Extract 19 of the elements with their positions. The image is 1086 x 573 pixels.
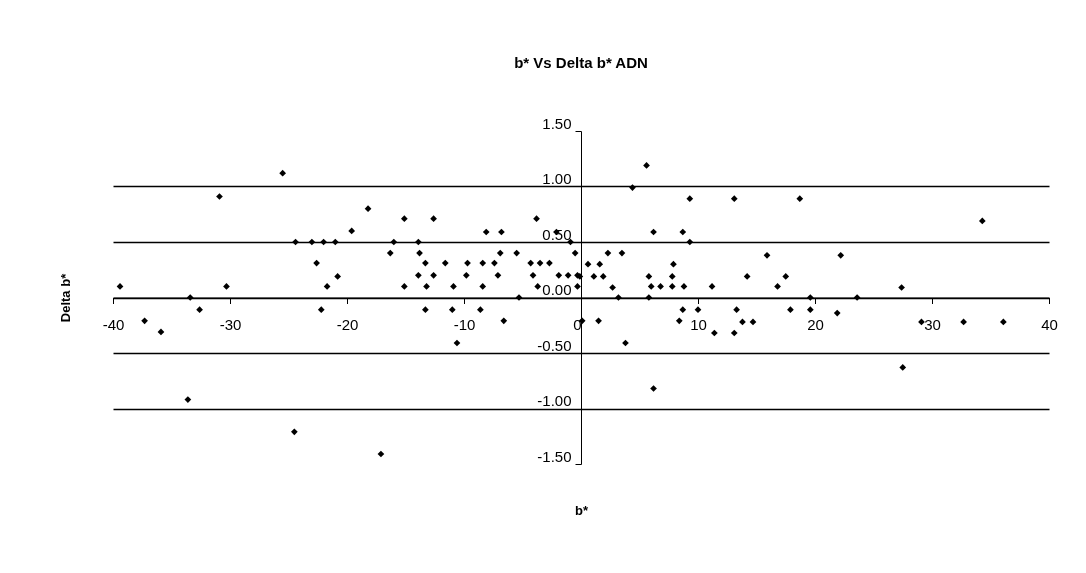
y-axis-title: Delta b* [57, 272, 73, 323]
x-tick-label: -10 [453, 316, 476, 333]
x-tick-label: -40 [102, 316, 125, 333]
y-tick-label: 1.00 [542, 170, 572, 187]
y-tick-label: 0.00 [542, 281, 572, 298]
y-tick-label: 1.50 [542, 114, 572, 132]
y-tick-label: 0.50 [542, 225, 572, 243]
y-tick-label: -1.50 [537, 447, 572, 465]
x-tick-label: 20 [807, 316, 824, 333]
x-tick-label: -20 [336, 316, 359, 333]
x-tick-label: 10 [690, 316, 707, 333]
y-tick-label: -0.50 [537, 336, 572, 354]
chart-title: b* Vs Delta b* ADN [514, 54, 648, 71]
x-tick-label: 40 [1041, 316, 1058, 333]
x-tick-label: 0 [573, 316, 582, 333]
x-axis-title: b* [575, 502, 589, 518]
x-tick-label: 30 [924, 316, 941, 333]
x-tick-label: -30 [219, 316, 242, 333]
y-tick-label: -1.00 [537, 392, 572, 409]
